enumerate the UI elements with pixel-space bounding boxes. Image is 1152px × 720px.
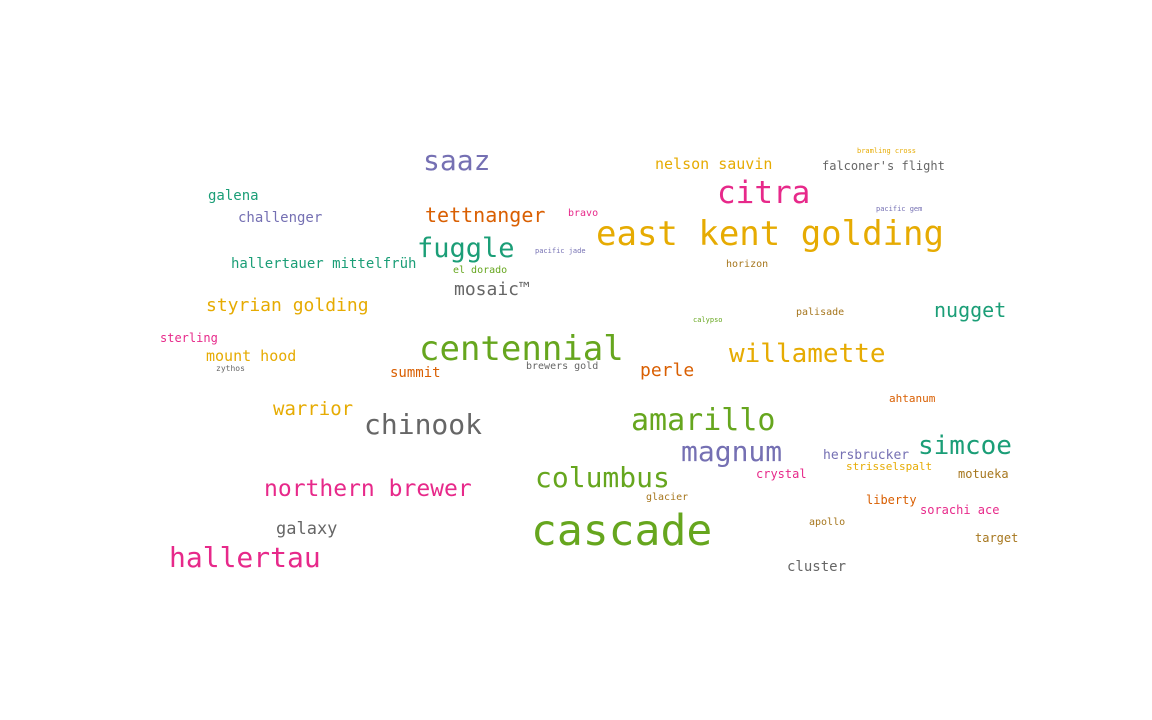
word-magnum: magnum <box>681 435 783 468</box>
word-willamette: willamette <box>729 339 886 369</box>
word-bramling-cross: bramling cross <box>857 147 917 155</box>
word-brewers-gold: brewers gold <box>526 361 599 372</box>
word-tettnanger: tettnanger <box>425 203 546 227</box>
word-sterling: sterling <box>160 331 218 345</box>
word-calypso: calypso <box>693 316 723 324</box>
word-liberty: liberty <box>866 493 917 507</box>
word-hersbrucker: hersbrucker <box>823 448 910 463</box>
word-citra: citra <box>717 175 811 211</box>
word-galena: galena <box>208 188 259 204</box>
word-strisselspalt: strisselspalt <box>846 460 933 473</box>
word-northern-brewer: northern brewer <box>264 476 472 502</box>
word-hallertau: hallertau <box>169 541 321 574</box>
word-falconers-flight: falconer's flight <box>822 159 945 173</box>
word-mosaic: mosaic™ <box>454 279 530 300</box>
word-palisade: palisade <box>796 307 845 318</box>
word-mount-hood: mount hood <box>206 347 297 365</box>
word-glacier: glacier <box>646 492 689 503</box>
word-motueka: motueka <box>958 467 1009 481</box>
word-horizon: horizon <box>726 259 769 270</box>
word-east-kent-golding: east kent golding <box>596 214 944 254</box>
word-cascade: cascade <box>531 506 713 556</box>
word-columbus: columbus <box>535 461 670 494</box>
word-saaz: saaz <box>423 144 491 177</box>
word-hallertauer-mittelfruh: hallertauer mittelfrüh <box>231 256 417 272</box>
word-crystal: crystal <box>756 467 807 481</box>
word-perle: perle <box>640 360 695 381</box>
word-summit: summit <box>390 365 441 381</box>
word-pacific-jade: pacific jade <box>535 247 586 255</box>
word-ahtanum: ahtanum <box>889 392 936 405</box>
word-fuggle: fuggle <box>417 233 515 264</box>
word-amarillo: amarillo <box>631 403 776 438</box>
word-zythos: zythos <box>216 364 245 373</box>
word-galaxy: galaxy <box>276 519 338 539</box>
word-nugget: nugget <box>934 298 1007 322</box>
word-centennial: centennial <box>419 329 624 369</box>
word-apollo: apollo <box>809 517 846 528</box>
word-cluster: cluster <box>787 559 847 575</box>
word-simcoe: simcoe <box>918 431 1012 461</box>
word-nelson-sauvin: nelson sauvin <box>655 155 773 173</box>
word-sorachi-ace: sorachi ace <box>920 503 1000 517</box>
word-pacific-gem: pacific gem <box>876 205 923 213</box>
word-bravo: bravo <box>568 208 599 219</box>
word-target: target <box>975 531 1019 545</box>
word-styrian-golding: styrian golding <box>206 295 369 316</box>
word-el-dorado: el dorado <box>453 265 508 276</box>
word-warrior: warrior <box>273 398 354 420</box>
word-challenger: challenger <box>238 210 323 226</box>
word-chinook: chinook <box>364 408 483 441</box>
